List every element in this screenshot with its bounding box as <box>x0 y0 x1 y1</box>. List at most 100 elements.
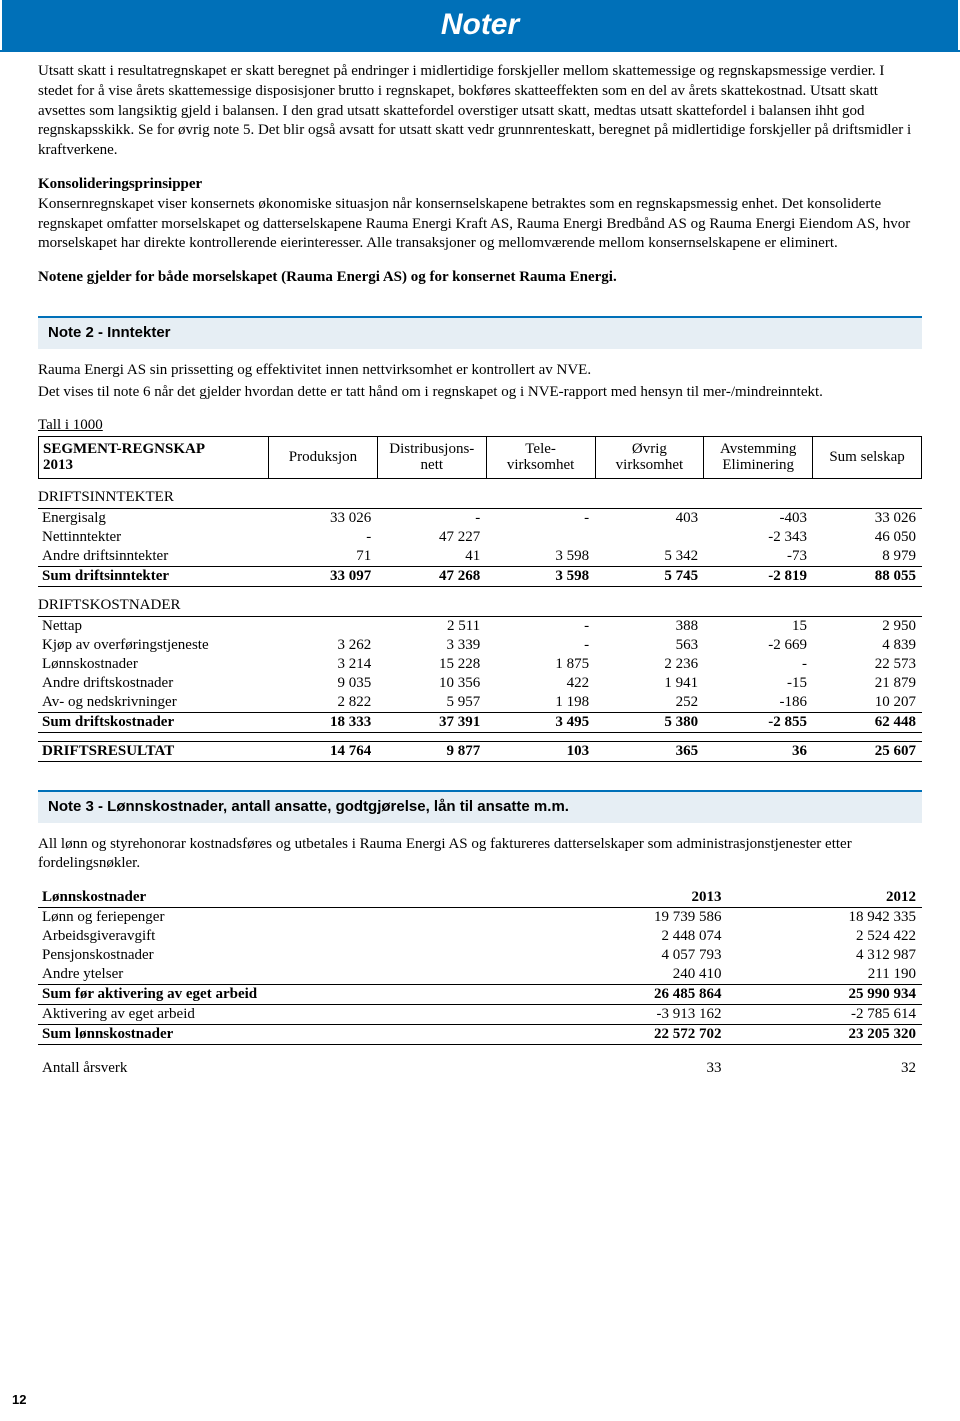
aarsverk-table: Antall årsverk3332 <box>38 1059 922 1078</box>
cell-value: 88 055 <box>813 566 922 586</box>
cell-value: 3 214 <box>268 655 377 674</box>
cell-value: 2 524 422 <box>728 927 922 946</box>
konsolidering-body: Konsernregnskapet viser konsernets økono… <box>38 196 910 252</box>
row-label: DRIFTSRESULTAT <box>38 741 268 761</box>
column-header: 2013 <box>533 888 727 908</box>
cell-value: 563 <box>595 636 704 655</box>
note2-p1: Rauma Energi AS sin prissetting og effek… <box>38 361 922 381</box>
cell-value: 9 877 <box>377 741 486 761</box>
cell-value: 33 026 <box>268 508 377 528</box>
cell-value: 26 485 864 <box>533 985 727 1005</box>
cell-value: 25 607 <box>813 741 922 761</box>
note-2-heading: Note 2 - Inntekter <box>38 316 922 349</box>
cell-value: 37 391 <box>377 712 486 732</box>
row-label: Lønnskostnader <box>38 655 268 674</box>
cell-value: -186 <box>704 693 813 713</box>
segment-table-header: SEGMENT-REGNSKAP2013 Produksjon Distribu… <box>38 436 922 479</box>
row-label: Sum lønnskostnader <box>38 1025 533 1045</box>
row-label: Nettinntekter <box>38 528 268 547</box>
cell-value: -2 819 <box>704 566 813 586</box>
cell-value: 2 236 <box>595 655 704 674</box>
cell-value: 32 <box>728 1059 922 1078</box>
row-label: Kjøp av overføringstjeneste <box>38 636 268 655</box>
note3-p1: All lønn og styrehonorar kostnadsføres o… <box>38 835 922 875</box>
cell-value: 365 <box>595 741 704 761</box>
cell-value: - <box>486 636 595 655</box>
row-label: Andre ytelser <box>38 965 533 985</box>
seg-col-4: Øvrigvirksomhet <box>595 436 704 478</box>
seg-col-2: Distribusjons-nett <box>377 436 486 478</box>
cell-value: 5 380 <box>595 712 704 732</box>
note2-p2: Det vises til note 6 når det gjelder hvo… <box>38 383 922 403</box>
cell-value: 3 339 <box>377 636 486 655</box>
cell-value: 36 <box>704 741 813 761</box>
cell-value: 2 950 <box>813 616 922 636</box>
cell-value: 41 <box>377 547 486 567</box>
page-number: 12 <box>12 1392 26 1407</box>
driftskostnader-heading: DRIFTSKOSTNADER <box>38 597 922 614</box>
cell-value: 23 205 320 <box>728 1025 922 1045</box>
cell-value: 9 035 <box>268 674 377 693</box>
scale-label: Tall i 1000 <box>38 417 922 434</box>
note-3-heading: Note 3 - Lønnskostnader, antall ansatte,… <box>38 790 922 823</box>
cell-value: 240 410 <box>533 965 727 985</box>
seg-col-5: AvstemmingEliminering <box>704 436 813 478</box>
row-label: Antall årsverk <box>38 1059 533 1078</box>
cell-value: 22 573 <box>813 655 922 674</box>
cell-value: 33 026 <box>813 508 922 528</box>
cell-value: 211 190 <box>728 965 922 985</box>
lonnskostnader-table: Lønnskostnader20132012Lønn og feriepenge… <box>38 888 922 1045</box>
cell-value: -2 343 <box>704 528 813 547</box>
cell-value: 18 333 <box>268 712 377 732</box>
column-header: 2012 <box>728 888 922 908</box>
cell-value: 46 050 <box>813 528 922 547</box>
cell-value: 2 511 <box>377 616 486 636</box>
cell-value: - <box>486 508 595 528</box>
cell-value: 4 839 <box>813 636 922 655</box>
cell-value: 33 097 <box>268 566 377 586</box>
cell-value: 4 057 793 <box>533 946 727 965</box>
cell-value: -2 669 <box>704 636 813 655</box>
seg-col-3: Tele-virksomhet <box>486 436 595 478</box>
cell-value: 5 342 <box>595 547 704 567</box>
driftsinntekter-table: Energisalg33 026--403-40333 026Nettinnte… <box>38 508 922 587</box>
notes-scope: Notene gjelder for både morselskapet (Ra… <box>38 268 922 288</box>
cell-value: 103 <box>486 741 595 761</box>
cell-value: - <box>377 508 486 528</box>
seg-col-6: Sum selskap <box>813 436 922 478</box>
cell-value: 47 268 <box>377 566 486 586</box>
cell-value <box>595 528 704 547</box>
cell-value: 5 957 <box>377 693 486 713</box>
cell-value: -2 785 614 <box>728 1005 922 1025</box>
cell-value: 15 228 <box>377 655 486 674</box>
cell-value: 388 <box>595 616 704 636</box>
cell-value: 10 207 <box>813 693 922 713</box>
cell-value: 3 598 <box>486 547 595 567</box>
cell-value <box>268 616 377 636</box>
cell-value: -3 913 162 <box>533 1005 727 1025</box>
cell-value: 2 822 <box>268 693 377 713</box>
cell-value: - <box>704 655 813 674</box>
seg-col-1: Produksjon <box>269 436 378 478</box>
row-label: Andre driftsinntekter <box>38 547 268 567</box>
driftsinntekter-heading: DRIFTSINNTEKTER <box>38 489 922 506</box>
cell-value: 2 448 074 <box>533 927 727 946</box>
cell-value: -15 <box>704 674 813 693</box>
row-label: Aktivering av eget arbeid <box>38 1005 533 1025</box>
row-label: Sum driftsinntekter <box>38 566 268 586</box>
cell-value: 3 495 <box>486 712 595 732</box>
row-label: Av- og nedskrivninger <box>38 693 268 713</box>
cell-value: 47 227 <box>377 528 486 547</box>
cell-value: - <box>486 616 595 636</box>
cell-value <box>486 528 595 547</box>
cell-value: 4 312 987 <box>728 946 922 965</box>
cell-value: 14 764 <box>268 741 377 761</box>
cell-value: 21 879 <box>813 674 922 693</box>
row-label: Andre driftskostnader <box>38 674 268 693</box>
driftskostnader-table: Nettap2 511-388152 950Kjøp av overføring… <box>38 616 922 733</box>
cell-value: 10 356 <box>377 674 486 693</box>
cell-value: -2 855 <box>704 712 813 732</box>
intro-paragraph-2: Konsolideringsprinsipper Konsernregnskap… <box>38 175 922 254</box>
cell-value: 1 198 <box>486 693 595 713</box>
konsolidering-heading: Konsolideringsprinsipper <box>38 176 202 192</box>
